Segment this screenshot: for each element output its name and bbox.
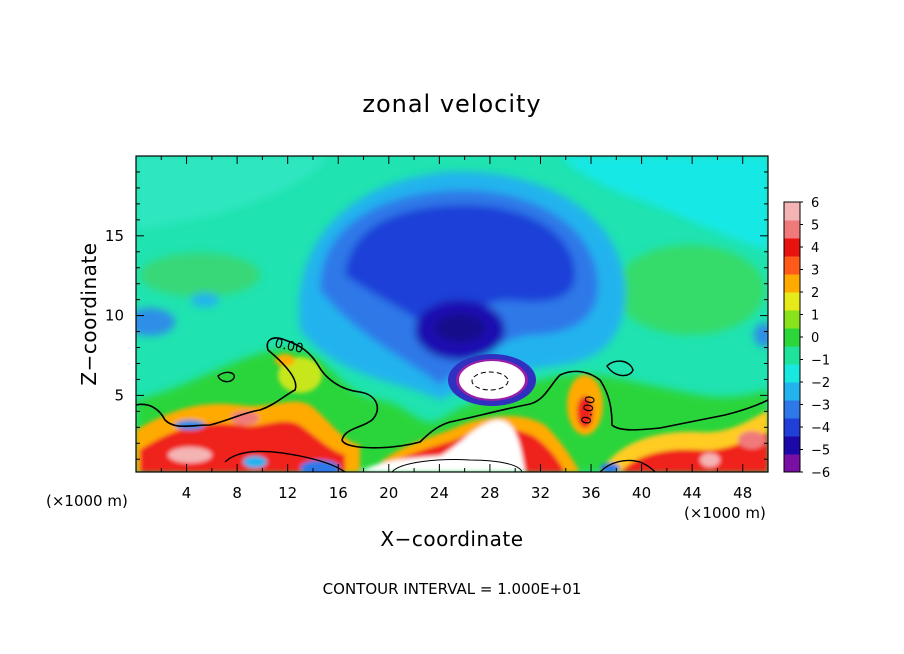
surface-negative-spot-2 — [243, 456, 267, 468]
upper-left-cyan-region — [136, 156, 330, 230]
contour-label-right: 0.00 — [579, 395, 599, 426]
surface-negative-spot-4 — [600, 463, 620, 472]
x-tick-label: 12 — [278, 484, 297, 502]
colorbar-segment — [784, 328, 800, 347]
surface-negative-spot-3 — [175, 420, 205, 430]
right-positive-pink — [738, 431, 766, 449]
contour-interval-footer: CONTOUR INTERVAL = 1.000E+01 — [323, 580, 582, 598]
x-tick-label: 32 — [531, 484, 550, 502]
colorbar-segment — [784, 400, 800, 419]
colorbar-tick-labels: 6 5 4 3 2 1 0 −1 −2 −3 −4 −5 −6 — [800, 196, 830, 481]
colorbar-tick-label: −4 — [811, 421, 830, 436]
x-axis-ticks: 4 8 12 16 20 24 28 32 36 40 44 48 — [160, 156, 752, 502]
colorbar-tick-label: 2 — [811, 286, 819, 301]
y-tick-label: 10 — [105, 307, 124, 325]
right-edge-negative — [754, 323, 768, 347]
right-green-patch — [615, 245, 765, 335]
colorbar-tick-label: 5 — [811, 219, 819, 234]
colorbar-segment — [784, 346, 800, 365]
colorbar-tick-label: −6 — [811, 466, 830, 481]
colorbar-tick-label: −3 — [811, 399, 830, 414]
colorbar-tick-label: −2 — [811, 376, 830, 391]
upper-right-cyan-region — [560, 156, 768, 250]
mid-left-orange — [275, 354, 295, 366]
y-axis-label: Z−coordinate — [77, 242, 101, 385]
colorbar-segment — [784, 436, 800, 455]
left-positive-pink-2 — [231, 411, 259, 425]
x-tick-label: 8 — [232, 484, 242, 502]
negative-dome-inner — [345, 205, 575, 340]
colorbar-segment — [784, 382, 800, 401]
colorbar-tick-label: 4 — [811, 241, 819, 256]
colorbar-tick-label: 1 — [811, 309, 819, 324]
x-unit-right: (×1000 m) — [684, 504, 766, 522]
colorbar-segment — [784, 292, 800, 311]
colorbar-segment — [784, 220, 800, 239]
colorbar — [783, 201, 801, 473]
colorbar-segment — [784, 310, 800, 329]
x-tick-label: 48 — [733, 484, 752, 502]
chart-title: zonal velocity — [362, 90, 541, 118]
left-negative-patch — [136, 308, 175, 336]
negative-center-white — [459, 361, 525, 399]
zero-contour-lower-right — [599, 459, 656, 472]
y-tick-label: 5 — [114, 386, 124, 404]
x-axis-label: X−coordinate — [380, 527, 523, 551]
contour-label-left: 0.00 — [273, 336, 304, 357]
colorbar-tick-label: −1 — [811, 354, 830, 369]
colorbar-segment — [784, 454, 800, 473]
y-tick-label: 15 — [105, 227, 124, 245]
colorbar-segment — [784, 256, 800, 275]
x-tick-label: 36 — [581, 484, 600, 502]
colorbar-segment — [784, 202, 800, 221]
negative-center-dashed-contour — [471, 371, 509, 391]
left-green-patch — [140, 253, 260, 297]
colorbar-tick-label: −5 — [811, 444, 830, 459]
y-axis-ticks: 5 10 15 — [105, 171, 768, 460]
zero-contour-lower-left — [224, 450, 346, 472]
colorbar-segment — [784, 364, 800, 383]
left-positive-pink — [168, 447, 212, 463]
plot-frame — [135, 155, 769, 473]
x-tick-label: 44 — [683, 484, 702, 502]
colorbar-segment — [784, 238, 800, 257]
surface-thin-contour — [391, 459, 523, 472]
x-unit-left: (×1000 m) — [46, 492, 128, 510]
colorbar-tick-label: 3 — [811, 264, 819, 279]
x-tick-label: 4 — [182, 484, 192, 502]
x-tick-label: 20 — [379, 484, 398, 502]
lower-negative-core-inner — [435, 314, 485, 342]
colorbar-segment — [784, 418, 800, 437]
right-positive-pink-2 — [700, 453, 720, 467]
velocity-field — [136, 156, 768, 472]
right-positive-red — [620, 432, 768, 472]
left-negative-patch-2 — [191, 293, 219, 307]
colorbar-segment — [784, 274, 800, 293]
x-tick-label: 16 — [329, 484, 348, 502]
colorbar-tick-label: 0 — [811, 331, 819, 346]
surface-jet-white — [360, 419, 525, 472]
right-positive-patch-inner — [577, 396, 593, 428]
x-tick-label: 40 — [632, 484, 651, 502]
x-tick-label: 28 — [480, 484, 499, 502]
zero-contour-small-right — [606, 360, 634, 377]
zero-contour-small-left — [217, 371, 235, 383]
zero-contour-main — [136, 337, 768, 449]
mid-left-yellow — [278, 357, 322, 393]
x-tick-label: 24 — [430, 484, 449, 502]
colorbar-tick-label: 6 — [811, 196, 819, 211]
surface-negative-spot — [300, 460, 340, 472]
